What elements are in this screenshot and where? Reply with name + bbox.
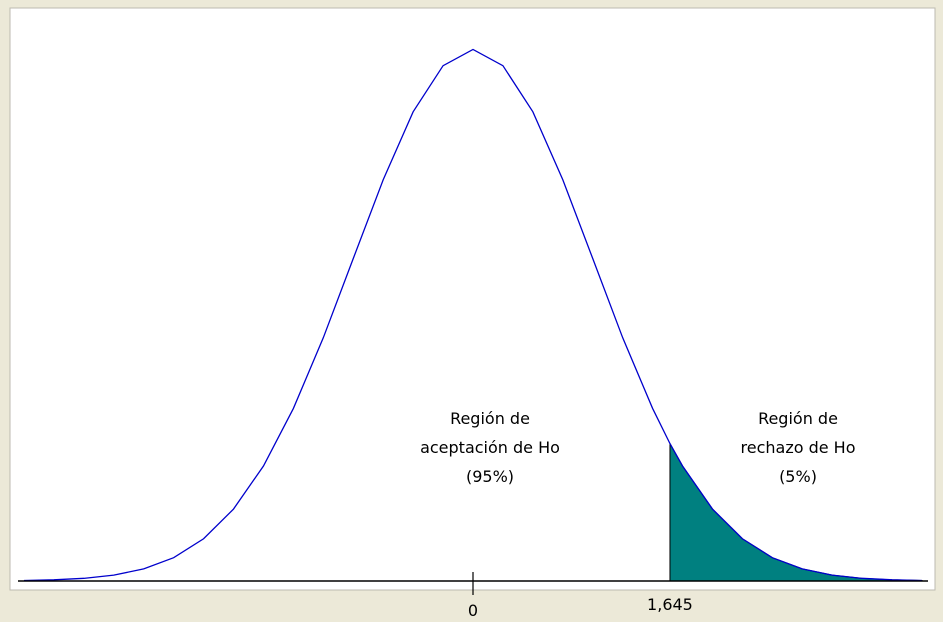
x-tick-label: 0 [468, 601, 478, 620]
annotation: (5%) [779, 467, 817, 486]
annotation: Región de [450, 409, 530, 428]
plot-area [9, 7, 936, 591]
annotation: aceptación de Ho [420, 438, 560, 457]
annotation: Región de [758, 409, 838, 428]
x-tick-label: 1,645 [647, 595, 693, 614]
density-curve [23, 48, 923, 582]
annotation: (95%) [466, 467, 514, 486]
annotation: rechazo de Ho [741, 438, 856, 457]
